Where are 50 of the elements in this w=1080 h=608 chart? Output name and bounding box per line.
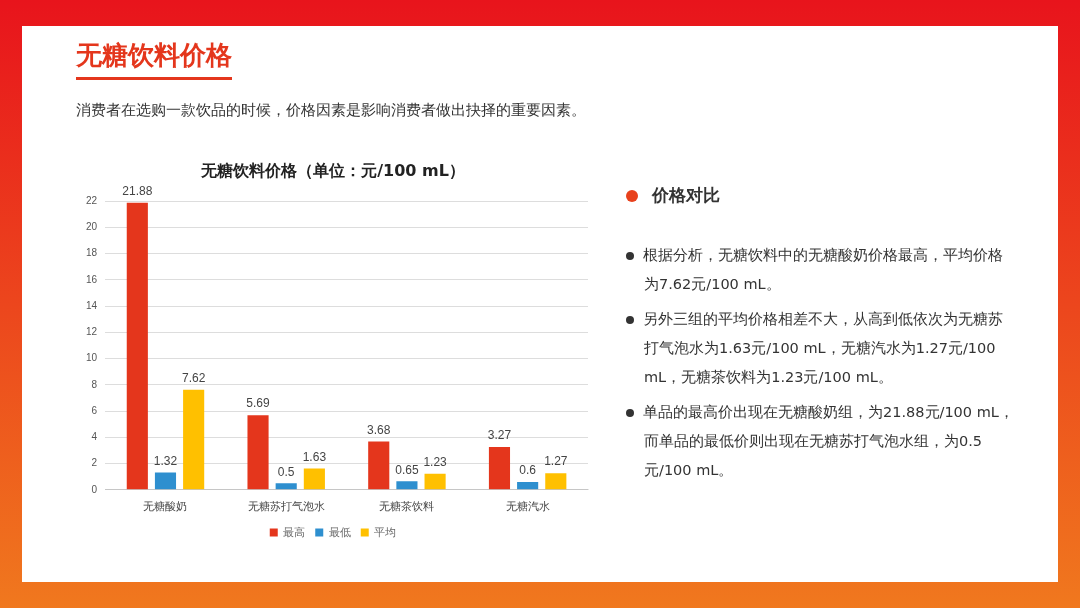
data-label: 3.27 [487, 428, 512, 443]
bar [126, 202, 148, 490]
text: 单品的最高价出现在无糖酸奶组，为21.88元/100 mL，而单品的最低价则出现在无糖苏打气泡水组，为0.5元/100 mL。 [642, 403, 1015, 480]
bar [154, 472, 177, 490]
y-tick-label: 18 [86, 247, 98, 259]
data-label: 0.65 [395, 462, 419, 477]
y-tick-label: 4 [91, 431, 98, 443]
data-label: 1.63 [302, 449, 327, 464]
y-tick-label: 2 [91, 457, 98, 469]
bar [517, 481, 539, 490]
data-label: 3.68 [367, 422, 391, 437]
y-tick-label: 16 [86, 273, 98, 285]
text: 根据分析，无糖饮料中的无糖酸奶价格最高，平均价格为7.62元/100 mL。 [642, 246, 1004, 294]
y-tick-label: 14 [86, 299, 98, 311]
data-label: 21.88 [122, 184, 153, 199]
x-tick-label: 无糖苏打气泡水 [247, 500, 325, 513]
y-tick-label: 8 [91, 378, 98, 390]
data-label: 0.6 [519, 463, 537, 478]
bar [396, 481, 418, 490]
data-label: 5.69 [246, 396, 271, 411]
chart-subtitle: 消费者在选购一款饮品的时候，价格因素是影响消费者做出抉择的重要因素。 [76, 101, 586, 120]
bar [368, 441, 390, 490]
text: 另外三组的平均价格相差不大，从高到低依次为无糖苏打气泡水为1.63元/100 mL，无糖汽水为1.27元/100 mL，无糖茶饮料为1.23元/100 mL。 [642, 310, 1004, 387]
data-label: 1.32 [153, 453, 178, 468]
chart-title: 无糖饮料价格（单位：元/100 mL） [200, 160, 465, 180]
bar [183, 389, 205, 490]
legend-label: 最高 [283, 525, 306, 538]
y-tick-label: 22 [86, 194, 98, 206]
bar [424, 473, 446, 490]
data-label: 0.5 [277, 464, 295, 479]
bar [303, 468, 325, 490]
y-tick-label: 12 [86, 326, 98, 338]
x-tick-label: 无糖茶饮料 [379, 500, 435, 513]
data-label: 1.27 [544, 454, 568, 469]
y-tick-label: 0 [91, 483, 98, 495]
x-tick-label: 无糖酸奶 [143, 500, 188, 513]
bar [545, 473, 567, 490]
text: 无糖饮料价格 [76, 38, 232, 80]
y-tick-label: 10 [86, 352, 98, 364]
bar [247, 415, 269, 490]
x-tick-label: 无糖汽水 [505, 500, 550, 513]
bar [488, 446, 511, 490]
legend-label: 最低 [328, 525, 351, 538]
data-label: 1.23 [423, 454, 448, 469]
legend-label: 平均 [374, 525, 397, 538]
data-label: 7.62 [181, 371, 206, 386]
text: 价格对比 [652, 184, 720, 207]
bar [275, 483, 297, 490]
y-tick-label: 6 [91, 404, 98, 416]
y-tick-label: 20 [86, 221, 98, 233]
